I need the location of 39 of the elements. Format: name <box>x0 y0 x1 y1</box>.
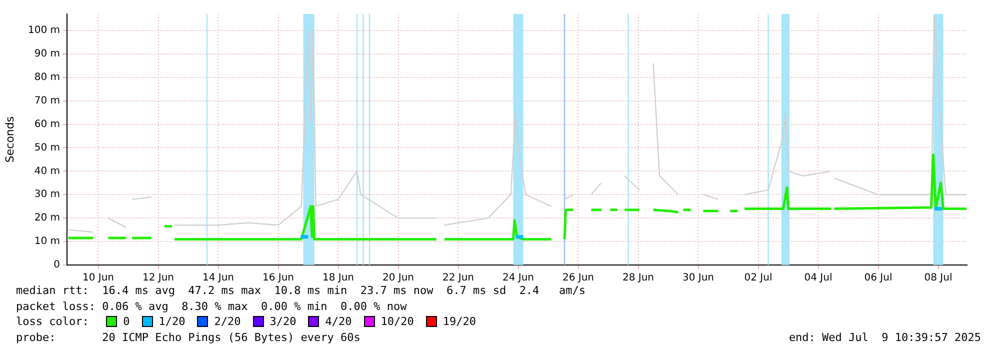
x-tick-label: 22 Jun <box>442 272 474 284</box>
y-tick-label: 30 m <box>34 189 60 200</box>
legend-label: 4/20 <box>325 314 352 330</box>
x-tick-label: 28 Jun <box>622 272 654 284</box>
legend-title: loss color: <box>16 314 90 330</box>
x-tick-label: 06 Jul <box>864 272 892 284</box>
x-tick-label: 20 Jun <box>382 272 414 284</box>
x-tick-label: 02 Jul <box>744 272 772 284</box>
x-tick-label: 14 Jun <box>202 272 234 284</box>
y-axis-title: Seconds <box>3 116 16 163</box>
legend-label: 3/20 <box>270 314 296 330</box>
y-tick-label: 50 m <box>34 142 60 154</box>
legend-label: 10/20 <box>380 314 414 330</box>
x-tick-label: 30 Jun <box>682 272 714 284</box>
y-tick-label: 40 m <box>34 166 60 177</box>
y-tick-label: 0 <box>54 260 60 271</box>
legend-label: 0 <box>123 314 130 330</box>
text: probe: 20 ICMP Echo Pings (56 Bytes) every 60s <box>16 330 360 345</box>
y-tick-label: 80 m <box>34 72 60 83</box>
text: median rtt: 16.4 ms avg 47.2 ms max 10.8 ms min 23.7 ms now 6.7 ms sd 2.4 am/s <box>16 283 586 298</box>
x-tick-label: 26 Jun <box>562 272 594 284</box>
x-tick-label: 24 Jun <box>502 272 534 284</box>
text: packet loss: 0.06 % avg 8.30 % max 0.00 % min 0.00 % now <box>16 298 407 314</box>
legend-label: 1/20 <box>158 314 186 330</box>
text: end: Wed Jul 9 10:39:57 2025 <box>788 330 981 345</box>
legend-label: 2/20 <box>214 314 241 330</box>
x-tick-label: 16 Jun <box>262 272 294 284</box>
x-tick-label: 10 Jun <box>82 272 114 284</box>
legend-label: 19/20 <box>442 314 476 330</box>
x-tick-label: 08 Jul <box>924 272 952 284</box>
y-tick-label: 60 m <box>34 118 60 130</box>
y-tick-label: 20 m <box>34 212 60 224</box>
x-tick-label: 12 Jun <box>142 272 174 284</box>
x-tick-label: 04 Jul <box>804 272 832 284</box>
y-tick-label: 90 m <box>34 48 60 60</box>
y-tick-label: 70 m <box>34 95 60 106</box>
y-tick-label: 10 m <box>34 236 60 248</box>
y-tick-label: 100 m <box>28 25 60 36</box>
x-tick-label: 18 Jun <box>322 272 354 284</box>
